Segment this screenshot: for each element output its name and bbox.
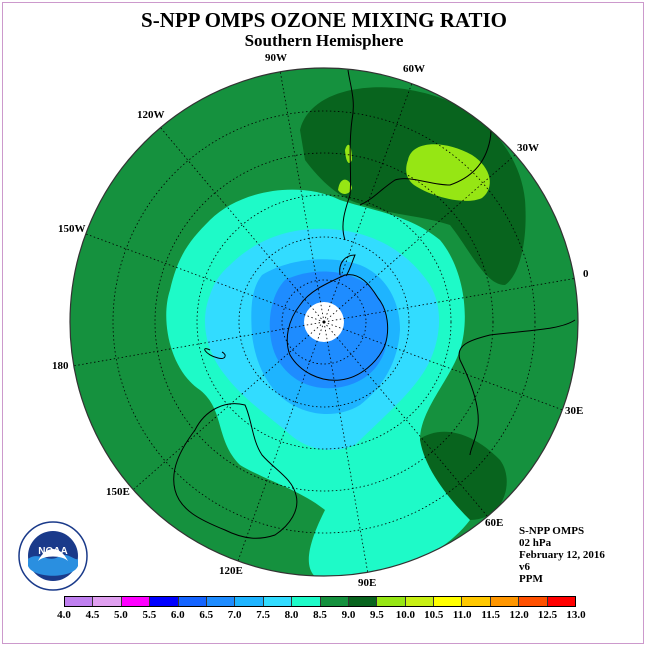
legend-tick-label: 13.0	[566, 609, 586, 621]
map-subtitle: Southern Hemisphere	[244, 31, 404, 50]
map-boundary	[69, 67, 579, 577]
meridian-90e	[323, 321, 369, 575]
info-pressure: 02 hPa	[519, 537, 552, 549]
lon-label-120w: 120W	[137, 109, 165, 121]
legend-tick-label: 7.0	[227, 609, 242, 621]
legend-swatch	[292, 597, 321, 606]
legend-tick-label: 12.5	[537, 609, 558, 621]
info-instrument: S-NPP OMPS	[519, 525, 585, 537]
legend-swatch	[490, 597, 520, 606]
lon-label-150e: 150E	[106, 486, 130, 498]
lon-label-150w: 150W	[58, 223, 86, 235]
legend-swatch	[519, 597, 548, 606]
lon-label-180: 180	[52, 360, 69, 372]
antarctic-peninsula-coast	[339, 254, 356, 277]
lon-label-90w: 90W	[265, 52, 287, 64]
ozone-band-9-0	[406, 144, 490, 201]
info-date: February 12, 2016	[519, 549, 605, 561]
legend-swatch	[377, 597, 406, 606]
info-block: S-NPP OMPS 02 hPa February 12, 2016 v6 P…	[519, 525, 605, 585]
legend-swatch	[348, 597, 378, 606]
legend-swatch	[547, 597, 576, 606]
info-version: v6	[519, 561, 530, 573]
legend-tick-label: 8.0	[284, 609, 299, 621]
legend-swatch	[150, 597, 179, 606]
ozone-band-8-5	[300, 87, 526, 286]
legend-tick-label: 6.0	[170, 609, 185, 621]
ozone-band-8-5-lower	[418, 431, 507, 520]
legend-tick-label: 9.5	[370, 609, 384, 621]
ozone-band-9-0-small	[338, 179, 352, 194]
lon-label-60w: 60W	[403, 63, 425, 75]
legend-swatch	[405, 597, 435, 606]
meridian-60e	[323, 321, 489, 518]
noaa-logo-text: NOAA	[38, 546, 67, 557]
latitude-circle-60	[196, 194, 452, 450]
legend-tick-labels: 4.0 4.5 5.0 5.5 6.0 6.5 7.0 7.5 8.0 8.5 9.0 9.5 10.0…	[57, 609, 586, 623]
meridian-120w	[159, 126, 325, 323]
legend-swatch	[235, 597, 264, 606]
legend-tick-label: 6.5	[199, 609, 214, 621]
legend-tick-label: 7.5	[256, 609, 270, 621]
legend-swatch	[462, 597, 491, 606]
south-america-west-coast	[342, 69, 354, 241]
info-unit: PPM	[519, 573, 543, 585]
lon-label-30e: 30E	[565, 405, 584, 417]
lon-label-90e: 90E	[358, 577, 377, 589]
lon-label-0: 0	[583, 268, 589, 280]
legend-tick-label: 9.0	[341, 609, 356, 621]
legend-swatch	[434, 597, 463, 606]
meridian-30e	[323, 321, 564, 411]
legend-tick-label: 11.5	[481, 609, 500, 621]
legend-tick-label: 8.5	[313, 609, 327, 621]
legend-tick-label: 10.5	[424, 609, 444, 621]
legend-tick-label: 10.0	[395, 609, 415, 621]
color-legend	[64, 596, 576, 607]
latitude-circle-50	[154, 152, 494, 492]
lon-label-120e: 120E	[219, 565, 243, 577]
lon-label-60e: 60E	[485, 517, 504, 529]
legend-tick-label: 5.5	[142, 609, 157, 621]
lon-label-30w: 30W	[517, 142, 539, 154]
meridian-90w	[279, 69, 325, 323]
graticule	[72, 69, 578, 575]
legend-swatch	[93, 597, 122, 606]
legend-swatch	[206, 597, 236, 606]
meridian-0	[323, 277, 578, 323]
latitude-circle-70	[238, 236, 410, 408]
africa-coast	[458, 319, 576, 456]
meridian-180	[72, 321, 325, 367]
antarctica-coast	[286, 274, 389, 381]
legend-tick-label: 5.0	[114, 609, 128, 621]
noaa-logo: NOAA	[18, 521, 88, 591]
latitude-circle-80	[281, 279, 367, 365]
latitude-circle-40	[112, 110, 536, 534]
map-title: S-NPP OMPS OZONE MIXING RATIO	[141, 8, 507, 32]
new-zealand-coast	[204, 348, 226, 359]
australia-coast	[173, 403, 298, 539]
meridian-60w	[323, 82, 413, 323]
legend-swatch	[121, 597, 151, 606]
legend-swatch	[178, 597, 207, 606]
legend-tick-label: 11.0	[452, 609, 472, 621]
legend-tick-label: 4.0	[57, 609, 71, 621]
legend-tick-label: 4.5	[85, 609, 100, 621]
legend-swatch	[263, 597, 293, 606]
legend-swatch	[65, 597, 94, 606]
legend-tick-label: 12.0	[509, 609, 529, 621]
legend-swatch	[320, 597, 349, 606]
